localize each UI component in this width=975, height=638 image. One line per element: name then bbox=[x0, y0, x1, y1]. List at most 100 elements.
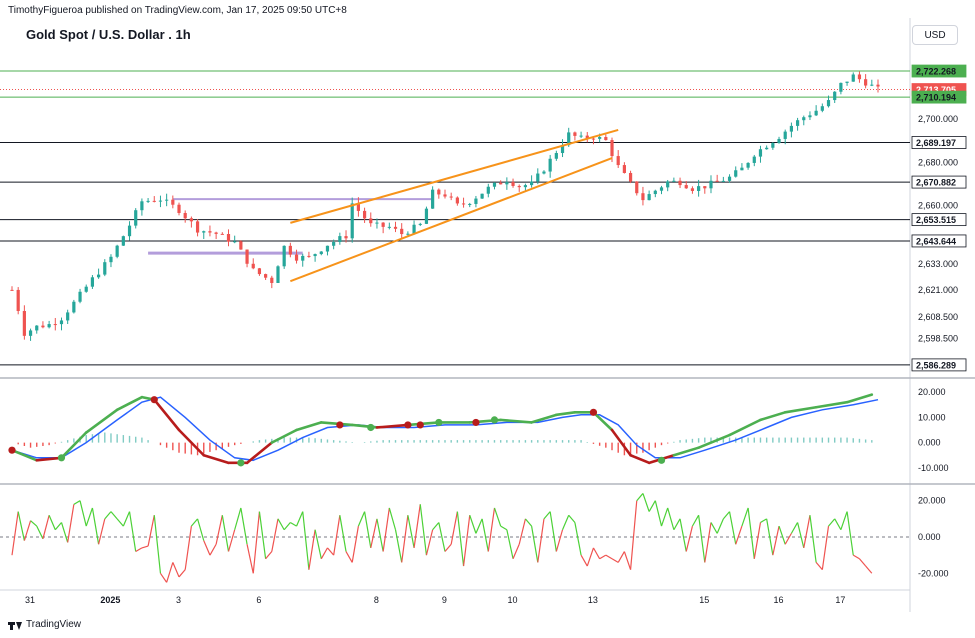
osc2-segment bbox=[679, 518, 687, 552]
osc2-segment bbox=[184, 526, 192, 570]
candle-body bbox=[307, 255, 311, 257]
tradingview-footer[interactable]: TradingView bbox=[8, 619, 81, 630]
candle-body bbox=[270, 277, 274, 283]
candle-body bbox=[41, 325, 45, 328]
candle-body bbox=[66, 312, 70, 321]
signal-marker bbox=[589, 408, 598, 416]
osc2-segment bbox=[450, 511, 458, 545]
candle-body bbox=[47, 324, 51, 328]
osc2-segment bbox=[753, 522, 762, 559]
osc2-segment bbox=[574, 522, 582, 556]
fast-line-segment bbox=[202, 453, 230, 465]
candle-body bbox=[332, 242, 336, 246]
fast-line-segment bbox=[629, 453, 651, 465]
candle-body bbox=[771, 143, 775, 148]
signal-marker bbox=[472, 418, 480, 427]
osc2-segment bbox=[555, 529, 564, 552]
candle-body bbox=[59, 320, 64, 325]
osc2-segment bbox=[302, 511, 310, 570]
osc2-segment bbox=[462, 515, 471, 567]
osc2-segment bbox=[277, 518, 285, 531]
price-level-tag bbox=[911, 64, 967, 78]
osc2-segment bbox=[314, 529, 322, 559]
osc2-segment bbox=[209, 543, 217, 556]
signal-marker bbox=[336, 421, 344, 429]
osc2-segment bbox=[790, 522, 799, 534]
candle-body bbox=[313, 254, 317, 257]
price-tick-label: 2,660.000 bbox=[918, 201, 958, 211]
price-level-tag bbox=[911, 136, 967, 149]
candle-body bbox=[461, 203, 466, 205]
osc2-segment bbox=[685, 525, 694, 552]
slow-line bbox=[11, 396, 879, 462]
osc2-segment bbox=[252, 511, 261, 574]
fast-line-segment bbox=[610, 428, 632, 457]
osc2-segment bbox=[240, 507, 248, 545]
osc2-segment bbox=[660, 507, 669, 527]
osc2-segment bbox=[203, 540, 211, 556]
signal-marker bbox=[8, 446, 16, 454]
candle-body bbox=[492, 182, 497, 187]
osc2-segment bbox=[623, 551, 632, 570]
osc2-segment bbox=[190, 518, 199, 527]
osc1-tick-label: 0.000 bbox=[918, 438, 941, 448]
candle-body bbox=[591, 138, 596, 140]
candle-body bbox=[734, 170, 738, 177]
candle-body bbox=[443, 194, 447, 197]
candle-body bbox=[195, 221, 200, 233]
osc2-segment bbox=[648, 500, 656, 512]
candle-body bbox=[53, 324, 57, 326]
time-tick-label: 17 bbox=[835, 595, 845, 605]
candle-body bbox=[400, 228, 404, 235]
osc2-segment bbox=[17, 511, 25, 541]
candle-body bbox=[449, 196, 453, 198]
candle-body bbox=[288, 245, 292, 255]
price-tick-label: 2,680.000 bbox=[918, 157, 958, 167]
osc2-segment bbox=[704, 522, 712, 563]
osc2-segment bbox=[221, 515, 230, 552]
osc2-segment bbox=[760, 518, 767, 523]
fast-line-segment bbox=[814, 400, 849, 409]
osc2-segment bbox=[568, 514, 576, 523]
candle-body bbox=[628, 172, 633, 182]
osc2-segment bbox=[159, 572, 168, 583]
osc2-segment bbox=[543, 511, 551, 520]
candle-body bbox=[338, 236, 342, 243]
currency-button[interactable]: USD bbox=[912, 25, 958, 45]
osc2-segment bbox=[370, 518, 378, 549]
fast-line-segment bbox=[375, 423, 410, 429]
price-tick-label: 2,621.000 bbox=[918, 285, 958, 295]
candle-body bbox=[604, 137, 608, 141]
candle-body bbox=[783, 131, 787, 139]
candle-body bbox=[653, 190, 657, 195]
candle-body bbox=[715, 180, 719, 182]
osc2-segment bbox=[327, 547, 335, 556]
candle-body bbox=[554, 153, 558, 159]
candle-body bbox=[276, 266, 280, 283]
candle-body bbox=[369, 218, 373, 224]
osc2-segment bbox=[178, 569, 186, 578]
osc2-segment bbox=[469, 515, 477, 534]
price-level-label: 2,670.882 bbox=[916, 178, 956, 188]
price-level-label: 2,713.705 bbox=[916, 85, 956, 95]
candle-body bbox=[431, 189, 435, 209]
candle-body bbox=[721, 180, 725, 182]
osc2-segment bbox=[561, 514, 570, 530]
candle-body bbox=[746, 162, 750, 168]
candle-body bbox=[406, 233, 410, 235]
signal-marker bbox=[57, 454, 66, 462]
osc2-segment bbox=[728, 511, 737, 545]
osc2-segment bbox=[722, 511, 730, 520]
candle-body bbox=[598, 137, 602, 139]
candle-body bbox=[134, 210, 138, 226]
price-level-label: 2,653.515 bbox=[916, 215, 956, 225]
osc1-tick-label: 10.000 bbox=[918, 412, 946, 422]
osc2-segment bbox=[104, 511, 112, 520]
osc2-segment bbox=[295, 511, 304, 527]
candle-body bbox=[127, 225, 132, 237]
osc2-segment bbox=[698, 515, 706, 563]
candle-body bbox=[158, 200, 163, 202]
price-level-tag bbox=[911, 175, 967, 189]
candle-body bbox=[530, 181, 534, 186]
osc2-segment bbox=[110, 511, 118, 520]
